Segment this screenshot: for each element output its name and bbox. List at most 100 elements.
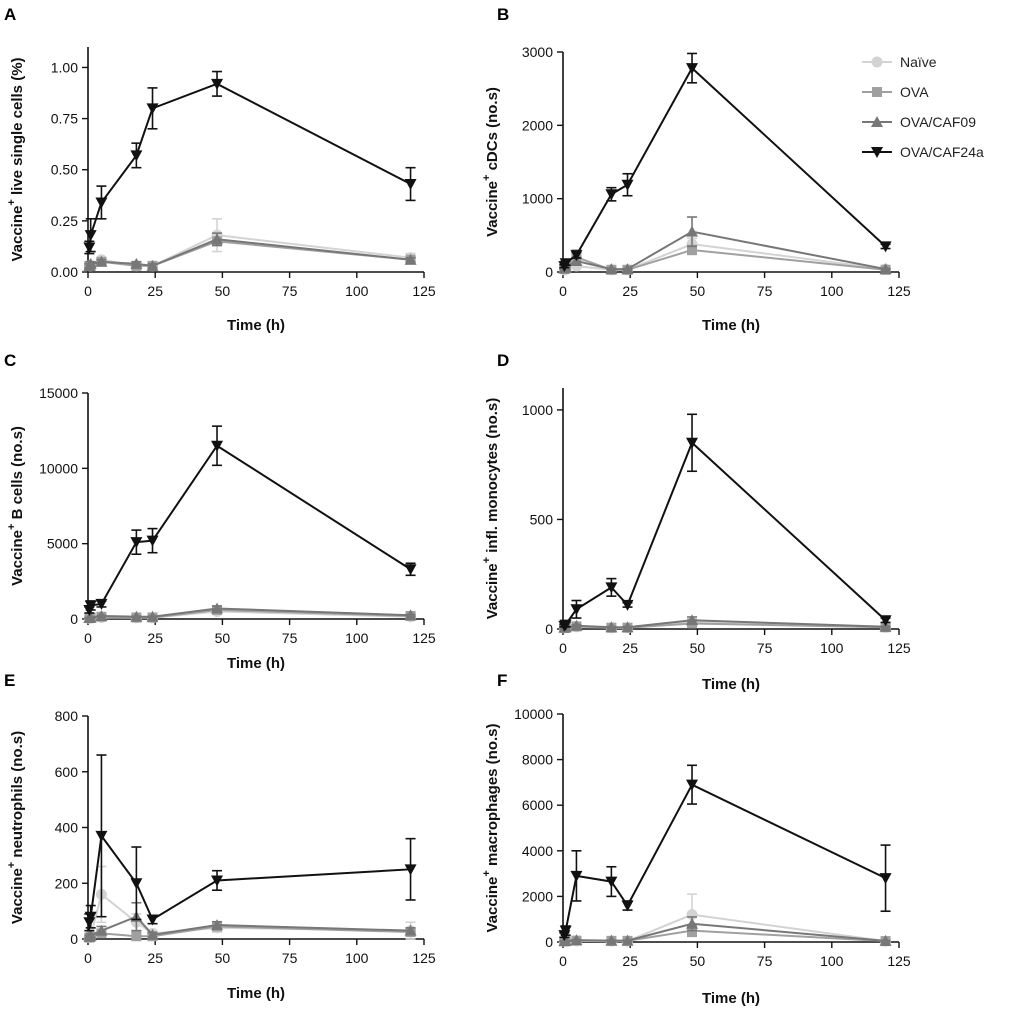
y-tick-label: 0.25 <box>51 213 78 229</box>
data-point <box>95 197 108 209</box>
y-axis-title-post: live single cells (%) <box>9 57 26 199</box>
data-point <box>84 911 97 923</box>
data-point <box>570 619 583 631</box>
x-tick-label: 25 <box>147 950 163 966</box>
data-point <box>95 609 108 621</box>
panel-letter: B <box>497 5 509 24</box>
x-tick-label: 50 <box>215 630 231 646</box>
x-tick-label: 125 <box>887 640 911 656</box>
data-point <box>84 929 97 941</box>
x-tick-label: 25 <box>147 630 163 646</box>
y-axis-title-pre: Vaccine <box>9 868 26 924</box>
y-axis-title-pre: Vaccine <box>9 530 26 586</box>
y-tick-label: 1.00 <box>51 59 78 75</box>
data-point <box>146 259 159 271</box>
x-tick-label: 75 <box>282 283 298 299</box>
data-point <box>686 63 699 75</box>
x-tick-label: 25 <box>622 640 638 656</box>
data-point <box>879 620 892 632</box>
data-point <box>130 150 143 162</box>
y-tick-label: 600 <box>55 764 79 780</box>
y-tick-label: 1000 <box>522 402 553 418</box>
x-tick-label: 100 <box>345 283 369 299</box>
data-point <box>879 934 892 946</box>
series-ova-caf24a <box>558 52 892 273</box>
data-point <box>404 924 417 936</box>
data-point <box>146 535 159 547</box>
y-axis-title-sup: + <box>481 870 493 876</box>
data-point <box>146 103 159 115</box>
y-axis-title-post: infl. monocytes (no.s) <box>484 398 501 557</box>
legend-label: OVA/CAF09 <box>900 114 976 130</box>
data-point <box>621 599 634 611</box>
series-line <box>563 66 887 267</box>
x-axis-title: Time (h) <box>227 655 285 672</box>
x-tick-label: 125 <box>412 630 436 646</box>
data-point <box>621 263 634 275</box>
x-tick-label: 0 <box>559 953 567 969</box>
y-axis-title-sup: + <box>481 557 493 563</box>
panel-letter: F <box>497 671 507 690</box>
data-point <box>404 564 417 576</box>
legend-marker <box>871 147 883 158</box>
data-point <box>146 914 159 926</box>
y-axis-title-post: cDCs (no.s) <box>484 87 501 175</box>
data-point <box>130 610 143 622</box>
panel-c: C 0 25 50 75 100 125 0 5000 10000 15000 Time (h) Vac… <box>4 351 436 672</box>
x-tick-label: 75 <box>757 283 773 299</box>
panel-letter: C <box>4 351 16 370</box>
data-point <box>130 878 143 890</box>
y-axis-title: Vaccine+ infl. monocytes (no.s) <box>481 398 501 620</box>
y-tick-label: 10000 <box>514 706 553 722</box>
legend-item: OVA/CAF09 <box>862 114 976 130</box>
x-tick-label: 100 <box>820 953 844 969</box>
x-tick-label: 50 <box>690 283 706 299</box>
data-point <box>84 611 97 623</box>
legend-item: Naïve <box>862 54 937 70</box>
x-tick-label: 25 <box>147 283 163 299</box>
y-tick-label: 2000 <box>522 117 553 133</box>
x-tick-label: 0 <box>84 630 92 646</box>
data-point <box>570 250 583 262</box>
data-point <box>879 873 892 885</box>
series-ova-caf24a <box>558 413 892 632</box>
data-point <box>95 255 108 267</box>
data-point <box>95 924 108 936</box>
x-tick-label: 75 <box>757 953 773 969</box>
y-axis-title-post: macrophages (no.s) <box>484 723 501 870</box>
data-point <box>621 900 634 912</box>
y-tick-label: 0.50 <box>51 162 78 178</box>
data-point <box>559 925 572 937</box>
x-tick-label: 100 <box>820 640 844 656</box>
y-tick-label: 3000 <box>522 44 553 60</box>
data-point <box>570 870 583 882</box>
y-axis-title-sup: + <box>6 199 18 205</box>
x-tick-label: 50 <box>690 640 706 656</box>
legend-label: Naïve <box>900 54 937 70</box>
y-tick-label: 4000 <box>522 843 553 859</box>
series-ova-caf24a <box>83 70 417 255</box>
data-point <box>879 615 892 627</box>
x-tick-label: 125 <box>887 953 911 969</box>
y-axis-title-pre: Vaccine <box>484 563 501 619</box>
series-ova-caf09 <box>83 232 417 271</box>
y-tick-label: 0 <box>70 931 78 947</box>
series-line <box>563 441 887 627</box>
y-tick-label: 0.00 <box>51 264 78 280</box>
data-point <box>605 621 618 633</box>
x-axis-title: Time (h) <box>702 317 760 334</box>
x-tick-label: 0 <box>559 640 567 656</box>
data-point <box>621 934 634 946</box>
y-tick-label: 0 <box>545 264 553 280</box>
y-tick-label: 5000 <box>47 536 78 552</box>
data-point <box>687 245 698 255</box>
x-tick-label: 50 <box>215 283 231 299</box>
data-point <box>559 258 572 270</box>
x-tick-label: 100 <box>345 950 369 966</box>
y-tick-label: 1000 <box>522 191 553 207</box>
y-tick-label: 8000 <box>522 752 553 768</box>
legend-marker <box>871 116 883 127</box>
y-tick-label: 0.75 <box>51 111 78 127</box>
data-point <box>404 609 417 621</box>
series-ova-caf09 <box>558 216 892 275</box>
